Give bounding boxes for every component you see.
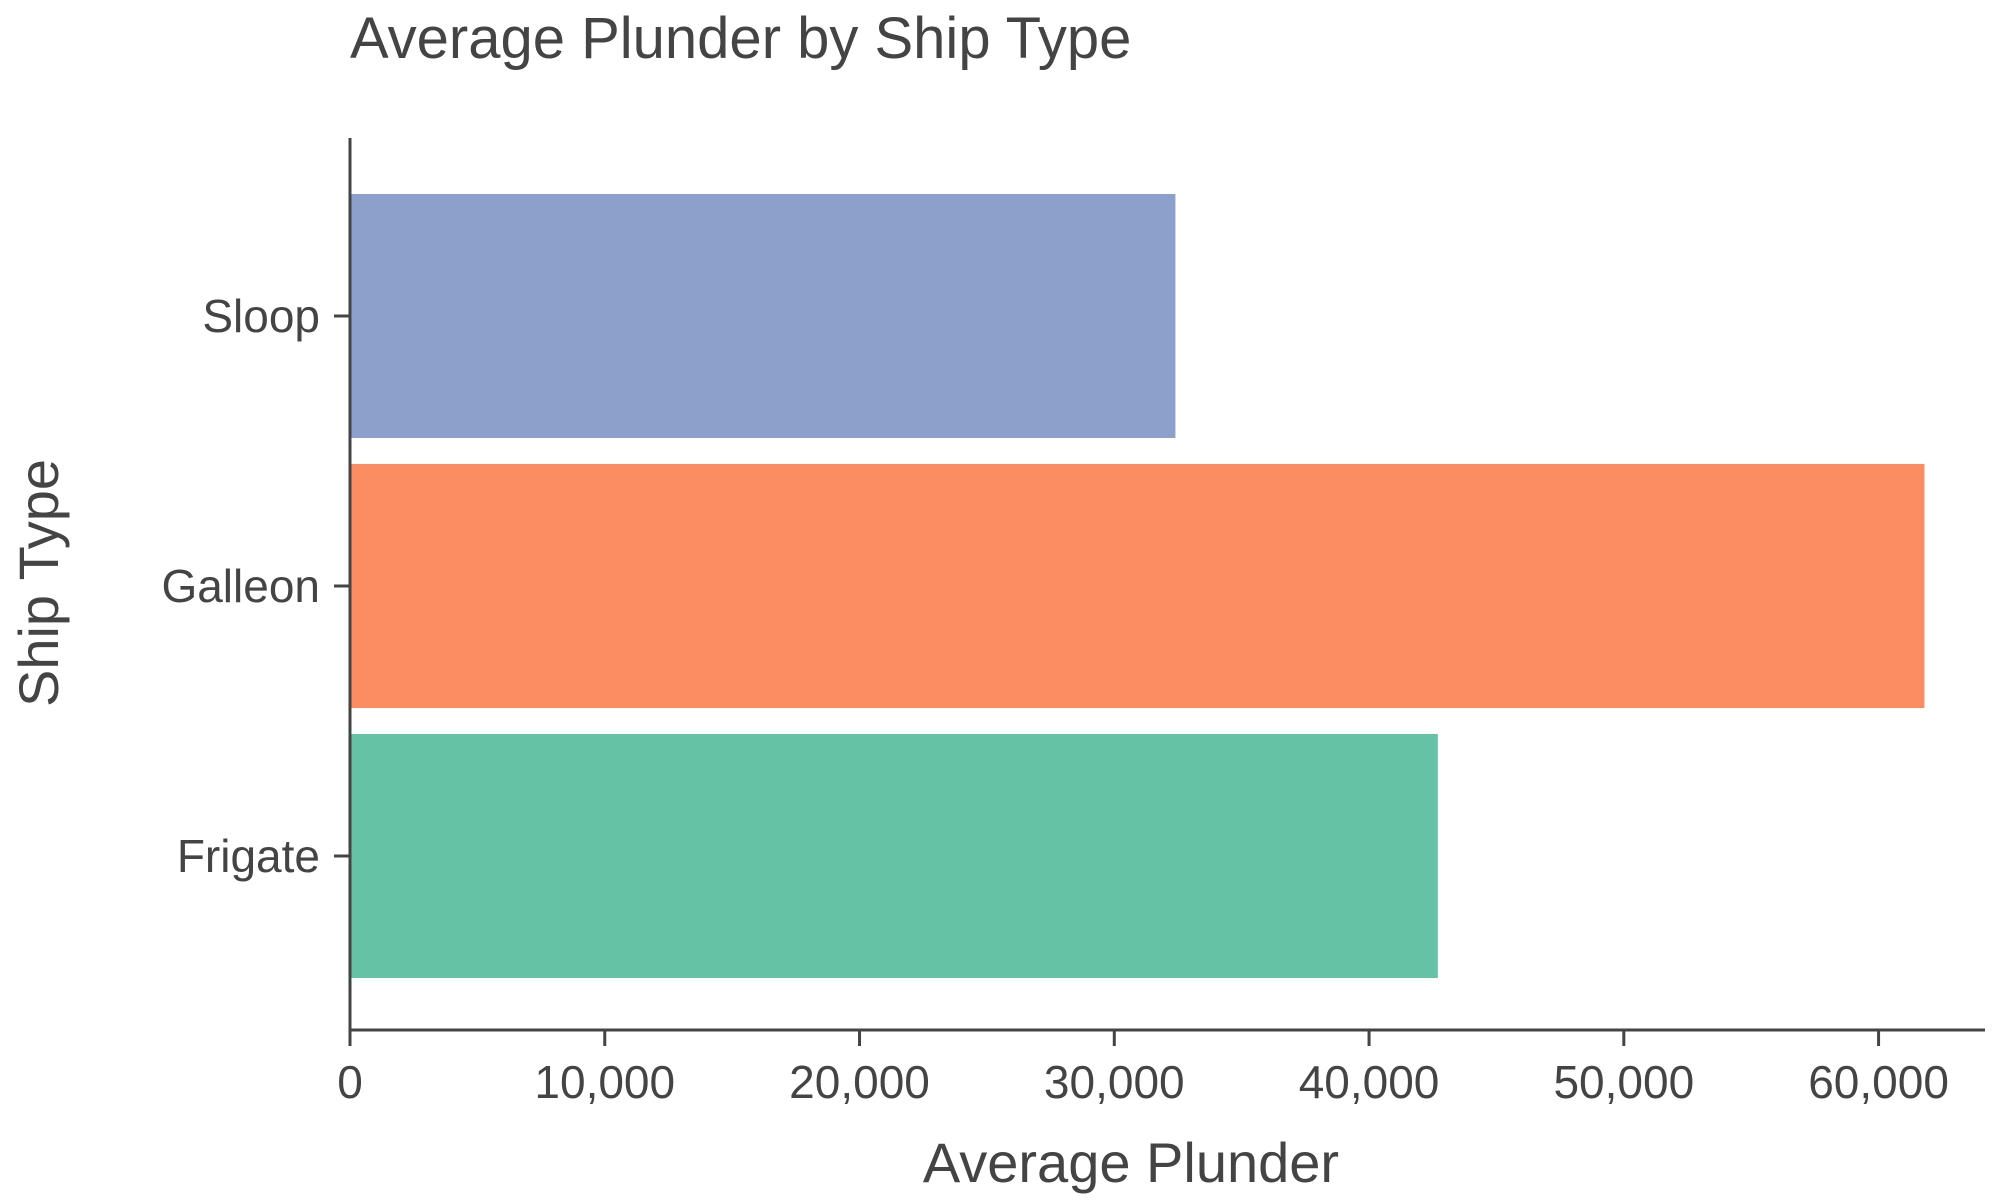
y-tick-label-frigate: Frigate bbox=[177, 830, 320, 882]
x-tick-label-30000: 30,000 bbox=[1044, 1056, 1185, 1108]
x-tick-label-10000: 10,000 bbox=[534, 1056, 675, 1108]
x-tick-label-50000: 50,000 bbox=[1553, 1056, 1694, 1108]
y-axis-label: Ship Type bbox=[7, 459, 70, 707]
x-tick-label-60000: 60,000 bbox=[1808, 1056, 1949, 1108]
y-tick-label-sloop: Sloop bbox=[202, 290, 320, 342]
y-axis-ticks: Sloop Galleon Frigate bbox=[161, 290, 350, 882]
y-tick-label-galleon: Galleon bbox=[161, 560, 320, 612]
x-axis-ticks: 0 10,000 20,000 30,000 40,000 50,000 60,000 bbox=[337, 1030, 1949, 1108]
bar-frigate bbox=[350, 734, 1438, 978]
x-tick-label-0: 0 bbox=[337, 1056, 363, 1108]
chart-title: Average Plunder by Ship Type bbox=[350, 6, 1131, 71]
x-tick-label-40000: 40,000 bbox=[1299, 1056, 1440, 1108]
x-tick-label-20000: 20,000 bbox=[789, 1056, 930, 1108]
bar-sloop bbox=[350, 194, 1176, 438]
bars-group bbox=[350, 194, 1925, 978]
bar-galleon bbox=[350, 464, 1925, 708]
x-axis-label: Average Plunder bbox=[923, 1131, 1339, 1194]
